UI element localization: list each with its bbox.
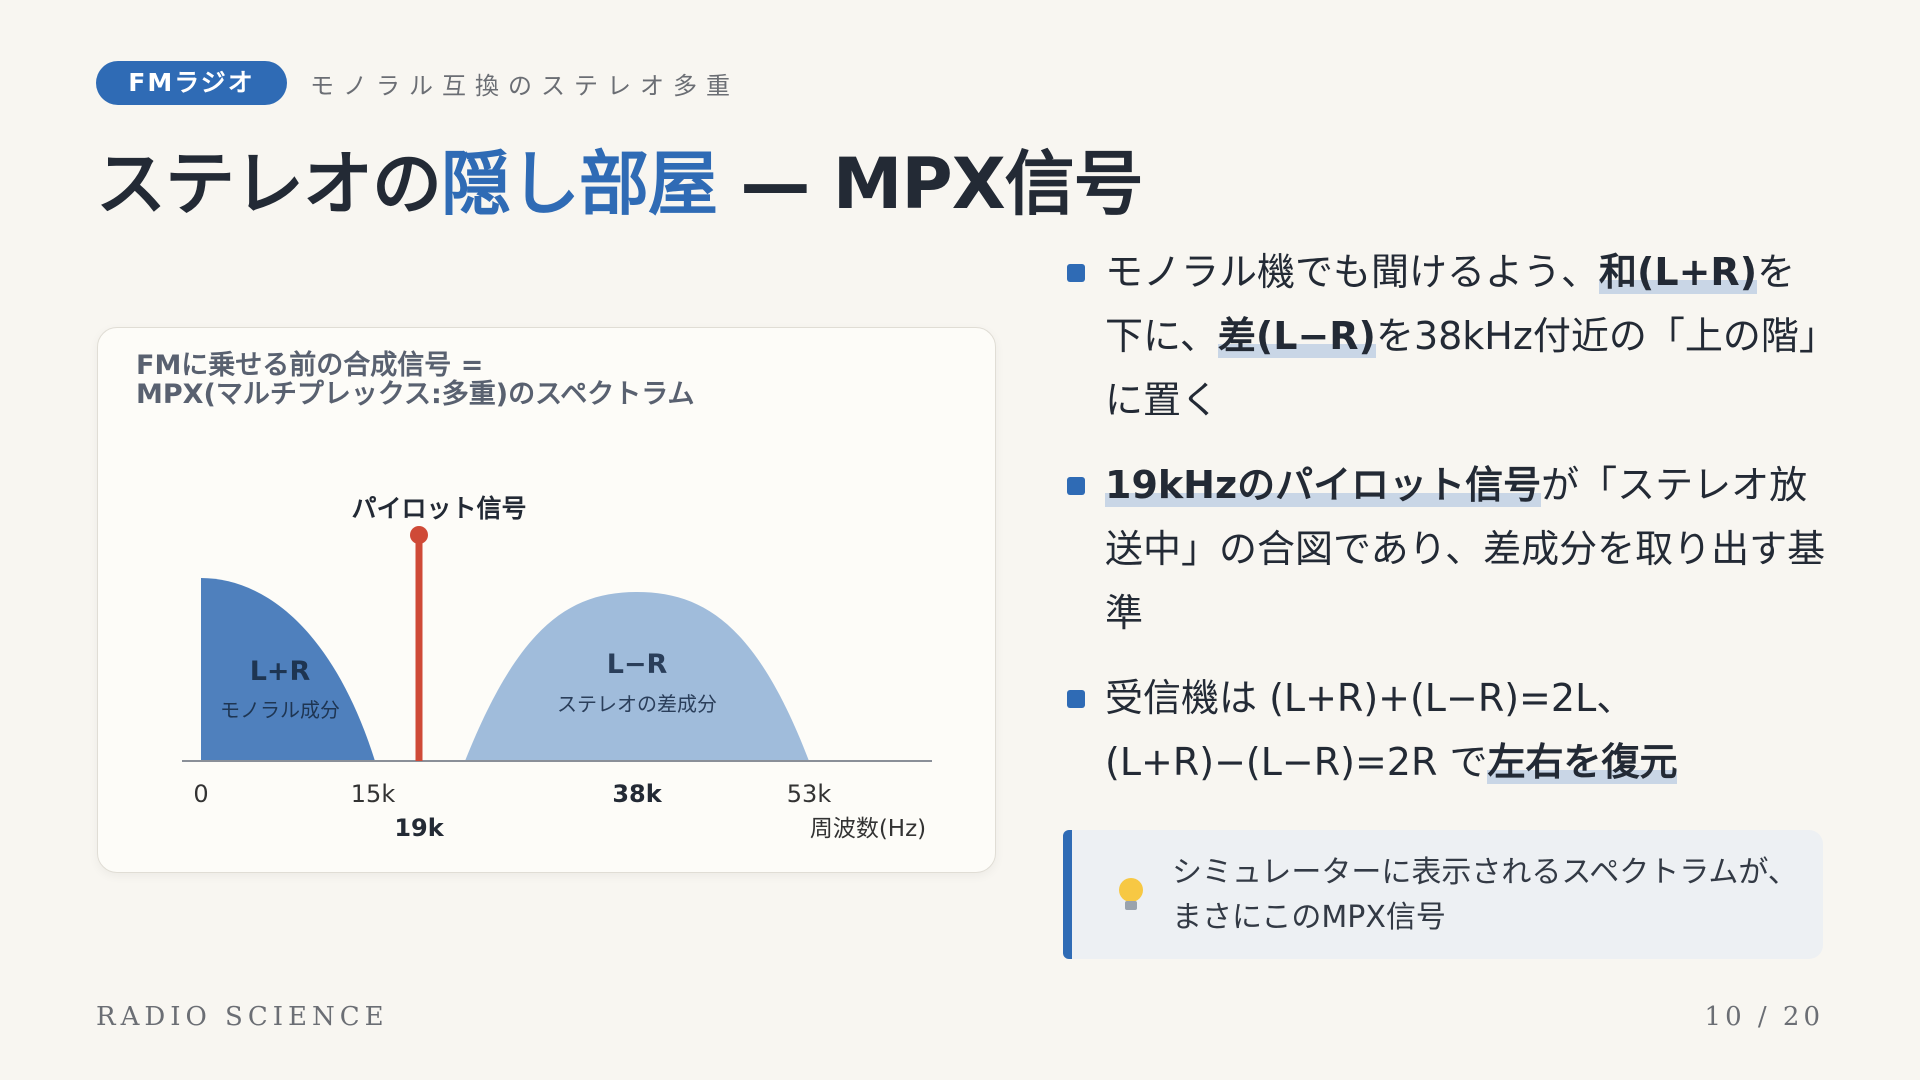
diagram-card: FMに乗せる前の合成信号 = MPX(マルチプレックス:多重)のスペクトラム パ… [97, 327, 996, 873]
x-tick-label: 19k [394, 814, 444, 842]
bullet-emphasis: 差(L−R) [1217, 314, 1376, 358]
bullet: 受信機は (L+R)+(L−R)=2L、 (L+R)−(L−R)=2R で左右を復… [1063, 666, 1833, 794]
bullet-text: (L+R)−(L−R)=2R で [1105, 740, 1488, 784]
band-label: L−R [607, 649, 668, 680]
band-sublabel: ステレオの差成分 [557, 692, 717, 716]
bullet-emphasis: 和(L+R) [1599, 250, 1758, 294]
title-text: — MPX信号 [717, 143, 1143, 225]
bullet-text: を38kHz付近の「上の階」に置く [1105, 314, 1818, 422]
band-diff [465, 592, 809, 761]
note: シミュレーターに表示されるスペクトラムが、 まさにこのMPX信号 [1063, 830, 1823, 959]
footer-brand: RADIO SCIENCE [96, 1002, 389, 1032]
x-tick-label: 0 [193, 780, 208, 808]
note-line: まさにこのMPX信号 [1172, 900, 1446, 935]
pilot-dot [410, 526, 428, 544]
bullet-text: が「ステレオ放送中」の合図であり、差成分を取り出す基準 [1105, 463, 1826, 635]
bullet-text: 受信機は (L+R)+(L−R)=2L、 [1105, 676, 1635, 720]
bullet: モノラル機でも聞けるよう、和(L+R)を下に、差(L−R)を38kHz付近の「上… [1063, 240, 1833, 432]
bullet-text: モノラル機でも聞けるよう、 [1105, 250, 1600, 294]
bulb-icon [1119, 878, 1143, 910]
bullet-list: モノラル機でも聞けるよう、和(L+R)を下に、差(L−R)を38kHz付近の「上… [1063, 240, 1833, 815]
spectrum-diagram: FMに乗せる前の合成信号 = MPX(マルチプレックス:多重)のスペクトラム パ… [136, 349, 932, 842]
note-line: シミュレーターに表示されるスペクトラムが、 [1172, 855, 1798, 890]
band-sublabel: モノラル成分 [220, 698, 340, 722]
x-tick-label: 38k [612, 780, 662, 808]
title: ステレオの隠し部屋 — MPX信号 [96, 128, 1144, 229]
title-highlight: 隠し部屋 [441, 143, 718, 225]
axis-unit: 周波数(Hz) [810, 816, 926, 842]
title-text: ステレオの [96, 143, 442, 225]
note-text: シミュレーターに表示されるスペクトラムが、 まさにこのMPX信号 [1172, 850, 1798, 940]
subtitle: モノラル互換のステレオ多重 [310, 72, 739, 100]
pilot-label: パイロット信号 [351, 494, 526, 523]
bullet-emphasis: 左右を復元 [1487, 740, 1678, 784]
x-tick-label: 53k [787, 780, 832, 808]
diagram-title: FMに乗せる前の合成信号 = [136, 349, 483, 381]
tag: FMラジオ [96, 61, 287, 105]
bullet-emphasis: 19kHzのパイロット信号 [1105, 463, 1542, 507]
diagram-title: MPX(マルチプレックス:多重)のスペクトラム [136, 379, 694, 410]
page-number: 10 / 20 [1704, 1002, 1824, 1032]
band-sum [201, 578, 375, 761]
x-tick-label: 15k [351, 780, 396, 808]
bullet: 19kHzのパイロット信号が「ステレオ放送中」の合図であり、差成分を取り出す基準 [1063, 453, 1833, 645]
band-label: L+R [250, 656, 311, 687]
bullet-text: を下に、 [1105, 250, 1796, 358]
